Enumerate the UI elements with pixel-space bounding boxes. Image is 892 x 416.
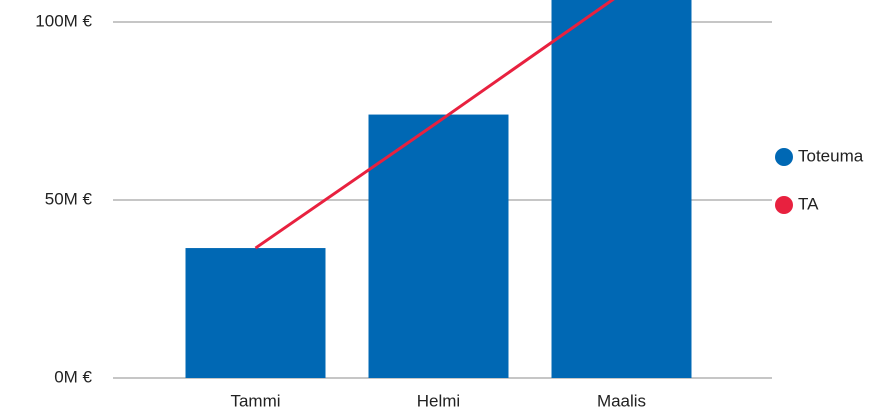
y-tick-label: 50M € [45, 189, 93, 208]
legend-label: Toteuma [798, 146, 864, 165]
y-tick-label: 0M € [54, 367, 92, 386]
x-tick-label: Maalis [597, 391, 646, 410]
labels: 0M € 50M € 100M € Tammi Helmi Maalis Toteuma TA [35, 11, 863, 410]
legend-marker [775, 196, 793, 214]
bar [551, 0, 692, 378]
bar [368, 114, 509, 378]
bar [185, 248, 326, 378]
y-tick-label: 100M € [35, 11, 92, 30]
plot-area [185, 0, 692, 378]
legend-label: TA [798, 194, 819, 213]
x-tick-label: Tammi [230, 391, 280, 410]
legend-marker [775, 148, 793, 166]
line [254, 0, 615, 250]
x-tick-label: Helmi [417, 391, 460, 410]
